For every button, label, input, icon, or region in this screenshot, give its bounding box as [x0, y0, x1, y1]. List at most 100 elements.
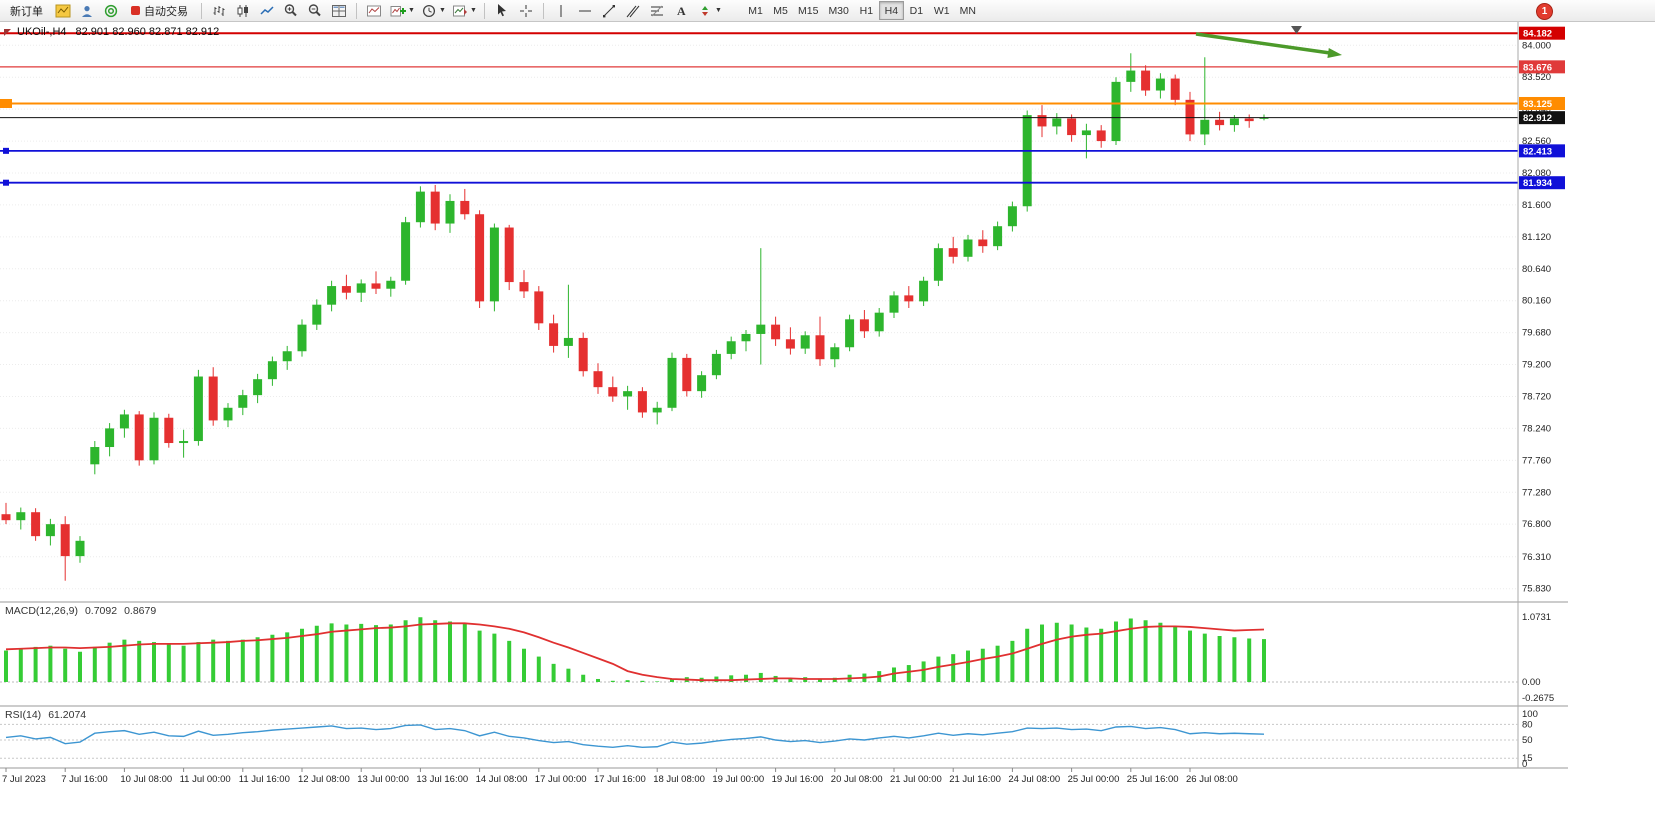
date-axis-label: 13 Jul 00:00 [357, 774, 409, 785]
timeframe-m15-button[interactable]: M15 [793, 1, 823, 20]
tile-windows-button[interactable] [328, 1, 350, 20]
zoom-in-button[interactable] [280, 1, 302, 20]
new-chart-dropdown[interactable] [387, 1, 409, 20]
fibonacci-tool[interactable] [646, 1, 668, 20]
bear-candle [1067, 118, 1077, 136]
bull-candle [963, 239, 973, 257]
bull-candle [386, 280, 396, 289]
chevron-down-icon[interactable]: ▼ [439, 7, 446, 14]
bull-candle [489, 227, 499, 302]
bull-candle [697, 375, 707, 392]
crosshair-button[interactable] [515, 1, 537, 20]
price-axis-label: 82.080 [1522, 168, 1551, 179]
line-chart-type-button[interactable] [256, 1, 278, 20]
chevron-down-icon[interactable]: ▼ [715, 7, 722, 14]
svg-text:A: A [677, 4, 686, 18]
bull-candle [563, 337, 573, 346]
bear-candle [1096, 130, 1106, 142]
bull-candle [1155, 78, 1165, 91]
profile-icon[interactable] [76, 1, 98, 20]
level-handle[interactable] [3, 179, 9, 186]
bull-candle [267, 361, 277, 380]
rsi-line [5, 724, 1265, 748]
price-axis-label: 84.000 [1522, 40, 1551, 51]
period-dropdown[interactable] [418, 1, 440, 20]
timeframe-m30-button[interactable]: M30 [823, 1, 853, 20]
bear-candle [608, 387, 618, 397]
text-tool[interactable]: A [670, 1, 692, 20]
symbol-marker-icon [4, 29, 11, 36]
date-axis-label: 24 Jul 08:00 [1008, 774, 1060, 785]
bull-candle [1022, 115, 1032, 207]
bull-candle [45, 524, 55, 537]
bear-candle [815, 335, 825, 360]
bear-candle [549, 323, 559, 346]
cursor-button[interactable] [491, 1, 513, 20]
price-axis-label: 79.200 [1522, 360, 1551, 371]
data-window-icon[interactable] [100, 1, 122, 20]
bull-candle [800, 335, 810, 349]
arrows-tool[interactable] [694, 1, 716, 20]
bull-candle [193, 376, 203, 442]
price-level-badge-text: 82.413 [1523, 146, 1552, 157]
date-axis-label: 20 Jul 08:00 [831, 774, 883, 785]
rsi-scale-label: 0 [1522, 759, 1527, 770]
price-level-badge [1519, 144, 1565, 158]
zoom-out-button[interactable] [304, 1, 326, 20]
bull-candle [889, 295, 899, 313]
trend-arrow-head [1327, 48, 1342, 58]
rsi-scale-label: 15 [1522, 753, 1533, 764]
price-level-badge-text: 83.125 [1523, 99, 1553, 110]
timeframe-h4-button[interactable]: H4 [878, 1, 904, 20]
level-handle[interactable] [3, 147, 9, 154]
charts-window-icon[interactable] [52, 1, 74, 20]
chart-window-button[interactable] [363, 1, 385, 20]
date-axis-label: 11 Jul 00:00 [180, 774, 231, 785]
bear-candle [578, 337, 588, 372]
timeframe-d1-button[interactable]: D1 [904, 1, 929, 20]
price-axis-label: 81.120 [1522, 232, 1551, 243]
new-order-button[interactable]: 新订单 [3, 1, 50, 20]
bear-candle [948, 248, 958, 257]
bear-candle [430, 191, 440, 224]
macd-indicator-label: MACD(12,26,9) 0.7092 0.8679 [5, 605, 156, 617]
bull-candle [149, 417, 159, 461]
level-handle[interactable] [0, 98, 12, 108]
template-dropdown[interactable] [449, 1, 471, 20]
bear-candle [164, 417, 174, 444]
timeframe-m1-button[interactable]: M1 [743, 1, 768, 20]
timeframe-h1-button[interactable]: H1 [854, 1, 879, 20]
bear-candle [31, 512, 41, 537]
candlestick-type-button[interactable] [232, 1, 254, 20]
rsi-scale-label: 100 [1522, 709, 1538, 720]
bear-candle [637, 391, 647, 413]
chevron-down-icon[interactable]: ▼ [470, 7, 477, 14]
chevron-down-icon[interactable]: ▼ [408, 7, 415, 14]
bull-candle [1111, 81, 1121, 142]
bull-candle [1200, 119, 1210, 135]
notification-badge[interactable]: 1 [1536, 3, 1553, 20]
vertical-line-tool[interactable] [550, 1, 572, 20]
channel-tool[interactable] [622, 1, 644, 20]
price-axis-label: 76.800 [1522, 519, 1551, 530]
timeframe-mn-button[interactable]: MN [955, 1, 981, 20]
bull-candle [667, 357, 677, 408]
trendline-tool[interactable] [598, 1, 620, 20]
timeframe-w1-button[interactable]: W1 [929, 1, 955, 20]
bar-chart-type-button[interactable] [208, 1, 230, 20]
timeframe-m5-button[interactable]: M5 [768, 1, 793, 20]
date-axis-label: 7 Jul 16:00 [61, 774, 107, 785]
bull-candle [16, 512, 26, 521]
macd-scale-label: -0.2675 [1522, 693, 1554, 704]
trend-arrow-annotation[interactable] [1195, 32, 1331, 55]
bear-candle [1037, 115, 1047, 127]
chart-shift-marker-icon[interactable] [1291, 26, 1302, 34]
horizontal-line-tool[interactable] [574, 1, 596, 20]
date-axis-label: 13 Jul 16:00 [416, 774, 468, 785]
rsi-scale-label: 80 [1522, 719, 1533, 730]
price-chart[interactable]: 84.00083.52083.04082.56082.08081.60081.1… [0, 22, 1655, 808]
price-axis-label: 77.280 [1522, 487, 1551, 498]
auto-trading-button[interactable]: 自动交易 [124, 1, 195, 20]
bull-candle [282, 351, 292, 362]
bull-candle [741, 333, 751, 342]
